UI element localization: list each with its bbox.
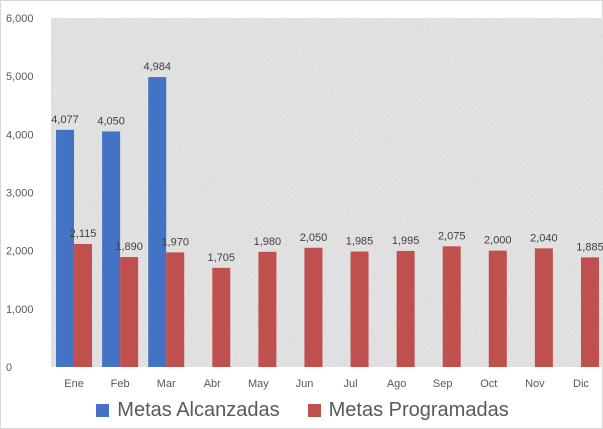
bar-metas-programadas [166, 252, 185, 367]
bar-metas-alcanzadas [56, 129, 75, 367]
bar-metas-programadas [304, 247, 323, 367]
bar-metas-programadas [350, 251, 369, 367]
data-label: 1,705 [208, 252, 236, 264]
x-tick-label: Dic [573, 378, 589, 390]
bar-metas-programadas [74, 243, 93, 367]
x-tick-label: Jul [344, 378, 358, 390]
x-tick-label: Jun [296, 378, 314, 390]
y-tick-label: 2,000 [6, 246, 34, 258]
bar-metas-programadas [534, 248, 553, 367]
x-tick-label: Abr [204, 378, 221, 390]
bars [56, 77, 599, 367]
x-tick-label: Ago [387, 378, 407, 390]
legend-swatch-metas-programadas [307, 403, 321, 417]
bar-metas-alcanzadas [102, 131, 121, 367]
bar-metas-alcanzadas [148, 77, 167, 367]
data-label: 2,040 [530, 232, 558, 244]
data-label: 1,970 [161, 236, 189, 248]
data-label: 1,885 [576, 241, 603, 253]
y-tick-label: 4,000 [6, 129, 34, 141]
legend: Metas Alcanzadas Metas Programadas [1, 395, 603, 425]
legend-label-metas-programadas: Metas Programadas [328, 398, 509, 421]
x-tick-label: Feb [111, 378, 130, 390]
bar-metas-programadas [580, 257, 599, 367]
bar-chart: 0 1,000 2,000 3,000 4,000 5,000 6,000 Ene Feb Ma… [6, 13, 603, 390]
data-label: 4,077 [51, 114, 79, 126]
y-axis: 0 1,000 2,000 3,000 4,000 5,000 6,000 [6, 13, 34, 374]
x-tick-label: May [248, 378, 269, 390]
legend-item-metas-alcanzadas: Metas Alcanzadas [96, 398, 280, 422]
data-label: 2,115 [70, 228, 97, 240]
x-tick-label: Oct [480, 378, 497, 390]
data-label: 1,985 [346, 236, 374, 248]
data-label: 4,984 [143, 61, 171, 73]
y-tick-label: 3,000 [6, 188, 34, 200]
data-label: 4,050 [97, 115, 125, 127]
bar-metas-programadas [488, 250, 507, 367]
legend-label-metas-alcanzadas: Metas Alcanzadas [117, 398, 280, 421]
bar-metas-programadas [396, 250, 415, 367]
data-labels: 4,077 2,115 4,050 1,890 4,984 1,970 1,705 1,980… [51, 61, 603, 264]
bar-metas-programadas [120, 257, 139, 367]
x-tick-label: Nov [525, 378, 545, 390]
y-tick-label: 6,000 [6, 13, 34, 25]
data-label: 2,050 [300, 232, 328, 244]
data-label: 1,890 [115, 241, 143, 253]
data-label: 2,075 [438, 230, 466, 242]
data-label: 2,000 [484, 235, 512, 247]
legend-item-metas-programadas: Metas Programadas [307, 398, 509, 422]
data-label: 1,980 [254, 236, 282, 248]
x-axis: Ene Feb Mar Abr May Jun Jul Ago Sep Oct Nov Dic [64, 378, 589, 390]
bar-metas-programadas [258, 251, 277, 367]
x-tick-label: Ene [64, 378, 84, 390]
y-tick-label: 1,000 [6, 304, 34, 316]
x-tick-label: Mar [157, 378, 176, 390]
y-tick-label: 5,000 [6, 71, 34, 83]
x-tick-label: Sep [433, 378, 453, 390]
bar-metas-programadas [212, 267, 231, 367]
data-label: 1,995 [392, 235, 420, 247]
plot-area-texture [51, 18, 603, 367]
bar-metas-programadas [442, 246, 461, 367]
y-tick-label: 0 [6, 362, 12, 374]
legend-swatch-metas-alcanzadas [96, 403, 110, 417]
